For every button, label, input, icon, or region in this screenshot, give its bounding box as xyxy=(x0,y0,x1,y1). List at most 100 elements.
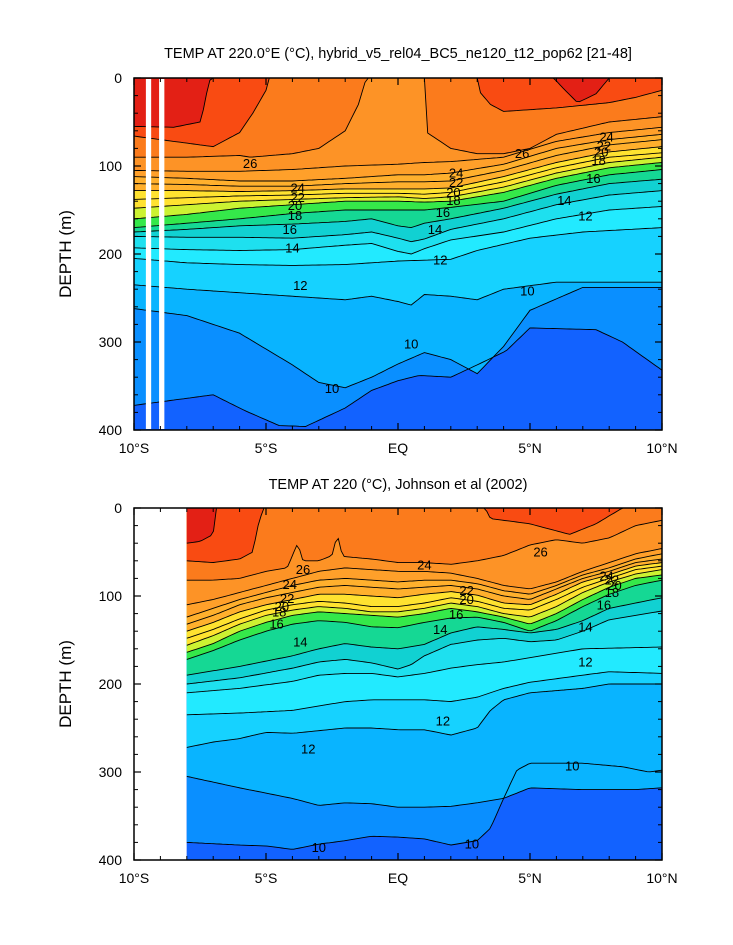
x-tick-label: EQ xyxy=(388,870,408,886)
isotherm-19 xyxy=(186,574,662,653)
contour-label: 24 xyxy=(417,558,431,573)
temp-band-28 xyxy=(134,78,662,128)
contour-label: 10 xyxy=(404,336,418,351)
isotherm-21 xyxy=(134,152,662,200)
temperature-fill-bands xyxy=(134,78,662,430)
contour-label: 16 xyxy=(449,607,463,622)
contour-label: 18 xyxy=(272,604,286,619)
contour-label: 16 xyxy=(269,617,283,632)
y-tick-label: 100 xyxy=(99,158,123,174)
isotherm-12 xyxy=(134,286,662,389)
temp-band-27 xyxy=(186,508,662,563)
contour-label: 24 xyxy=(290,181,304,196)
isotherm-14 xyxy=(134,227,662,266)
contour-label: 12 xyxy=(433,253,447,268)
contour-label: 24 xyxy=(599,568,613,583)
isotherm-11 xyxy=(186,762,662,850)
isotherm-15 xyxy=(186,646,662,694)
contour-label: 14 xyxy=(293,634,307,649)
isotherm-20 xyxy=(134,156,662,209)
contour-label: 10 xyxy=(465,837,479,852)
contour-label: 12 xyxy=(578,655,592,670)
temperature-fill-bands xyxy=(186,508,662,860)
contour-label: 16 xyxy=(436,205,450,220)
contour-label: 12 xyxy=(578,209,592,224)
isotherm-15 xyxy=(134,206,662,255)
x-tick-label: 10°S xyxy=(119,870,150,886)
plot-title: TEMP AT 220 (°C), Johnson et al (2002) xyxy=(269,477,528,493)
contour-lines xyxy=(134,78,662,427)
isotherm-22 xyxy=(134,146,662,192)
y-axis-label: DEPTH (m) xyxy=(56,640,75,728)
contour-label: 18 xyxy=(288,208,302,223)
contour-label: 18 xyxy=(446,193,460,208)
contour-label: 20 xyxy=(288,198,302,213)
contour-label: 16 xyxy=(597,597,611,612)
isotherm-22 xyxy=(186,562,662,632)
isotherm-13 xyxy=(186,683,662,748)
x-tick-label: EQ xyxy=(388,440,408,456)
contour-label: 22 xyxy=(459,583,473,598)
y-tick-label: 400 xyxy=(99,852,123,868)
y-tick-label: 400 xyxy=(99,422,123,438)
contour-label: 12 xyxy=(293,278,307,293)
y-tick-label: 0 xyxy=(114,70,122,86)
missing-data-gap xyxy=(159,79,165,429)
axes: 10°S 5°S EQ 5°N 10°N 0 100 200 300 400 xyxy=(99,500,678,886)
model-panel: 2626242424222222202020181818161616141414… xyxy=(56,46,678,456)
isotherm-28 xyxy=(134,78,662,128)
isotherm-19 xyxy=(134,162,662,220)
y-tick-label: 300 xyxy=(99,334,123,350)
isotherm-23 xyxy=(186,558,662,625)
contour-label: 20 xyxy=(446,185,460,200)
y-tick-label: 0 xyxy=(114,500,122,516)
isotherm-12 xyxy=(186,775,662,808)
x-tick-label: 5°N xyxy=(518,440,542,456)
plot-title: TEMP AT 220.0°E (°C), hybrid_v5_rel04_BC… xyxy=(164,46,632,62)
isotherm-16 xyxy=(186,610,662,685)
contour-label: 18 xyxy=(591,153,605,168)
x-tick-label: 10°N xyxy=(646,440,677,456)
x-tick-label: 5°N xyxy=(518,870,542,886)
isotherm-26 xyxy=(134,78,662,158)
isotherm-13 xyxy=(134,281,662,306)
contour-label: 10 xyxy=(312,840,326,855)
x-tick-label: 10°N xyxy=(646,870,677,886)
isotherm-16 xyxy=(134,190,662,243)
isotherm-24 xyxy=(186,553,662,618)
isotherm-11 xyxy=(134,327,662,427)
contour-label: 22 xyxy=(290,190,304,205)
contour-labels: 2626242424222222202020181818161616141414… xyxy=(243,129,614,396)
x-tick-label: 10°S xyxy=(119,440,150,456)
contour-label: 18 xyxy=(605,585,619,600)
isotherm-27 xyxy=(186,508,662,563)
contour-label: 10 xyxy=(520,283,534,298)
contour-label: 22 xyxy=(449,175,463,190)
contour-label: 16 xyxy=(586,171,600,186)
isotherm-17 xyxy=(186,597,662,676)
y-tick-label: 300 xyxy=(99,764,123,780)
contour-label: 20 xyxy=(607,578,621,593)
contour-label: 22 xyxy=(605,573,619,588)
temp-band-27 xyxy=(134,78,662,147)
y-axis-label: DEPTH (m) xyxy=(56,210,75,298)
x-tick-label: 5°S xyxy=(255,870,278,886)
isotherm-25 xyxy=(134,126,662,172)
isotherm-23 xyxy=(134,139,662,187)
contour-label: 12 xyxy=(301,742,315,757)
contour-label: 10 xyxy=(325,381,339,396)
contour-label: 24 xyxy=(283,577,297,592)
y-tick-label: 200 xyxy=(99,246,123,262)
contour-label: 22 xyxy=(280,591,294,606)
contour-label: 14 xyxy=(557,193,571,208)
contour-label: 20 xyxy=(594,144,608,159)
isotherm-21 xyxy=(186,565,662,639)
contour-label: 10 xyxy=(565,758,579,773)
contour-label: 14 xyxy=(433,622,447,637)
isotherm-18 xyxy=(134,169,662,229)
contour-label: 14 xyxy=(578,619,592,634)
contour-label: 24 xyxy=(449,166,463,181)
